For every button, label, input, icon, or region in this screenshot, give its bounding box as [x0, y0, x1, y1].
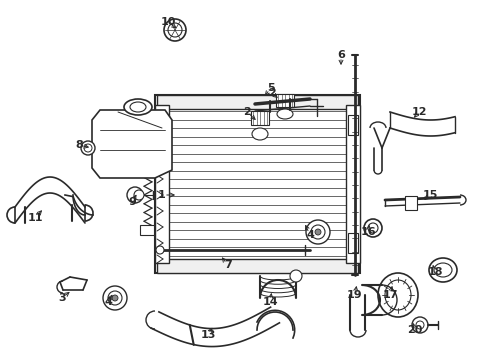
- Ellipse shape: [84, 144, 92, 152]
- Ellipse shape: [415, 321, 423, 329]
- Text: 16: 16: [360, 227, 375, 237]
- Bar: [140, 155, 154, 165]
- Ellipse shape: [276, 109, 292, 119]
- Text: 20: 20: [407, 325, 422, 335]
- Text: 7: 7: [224, 260, 231, 270]
- Ellipse shape: [310, 225, 325, 239]
- Text: 3: 3: [58, 293, 66, 303]
- Text: 2: 2: [267, 88, 275, 98]
- Text: 17: 17: [382, 290, 397, 300]
- Ellipse shape: [108, 291, 122, 305]
- Ellipse shape: [130, 102, 146, 112]
- Ellipse shape: [363, 219, 381, 237]
- Ellipse shape: [433, 263, 451, 277]
- Bar: [155, 95, 359, 273]
- Ellipse shape: [163, 19, 185, 41]
- Text: 6: 6: [336, 50, 344, 60]
- Text: 2: 2: [243, 107, 250, 117]
- Bar: [347, 233, 357, 253]
- Bar: [250, 111, 268, 125]
- Text: 18: 18: [427, 267, 442, 277]
- Bar: [157, 95, 357, 109]
- Text: 13: 13: [200, 330, 215, 340]
- Ellipse shape: [112, 295, 118, 301]
- Ellipse shape: [289, 270, 302, 282]
- Ellipse shape: [124, 99, 152, 115]
- Text: 19: 19: [346, 290, 362, 300]
- Text: 1: 1: [158, 190, 165, 200]
- Ellipse shape: [384, 280, 410, 310]
- Text: 4: 4: [305, 230, 313, 240]
- Ellipse shape: [367, 223, 377, 233]
- Text: 10: 10: [160, 17, 175, 27]
- Text: 11: 11: [27, 213, 42, 223]
- Bar: [157, 259, 357, 273]
- Text: 12: 12: [410, 107, 426, 117]
- Text: 4: 4: [104, 297, 112, 307]
- Ellipse shape: [103, 286, 127, 310]
- Bar: [346, 105, 359, 263]
- Bar: [155, 105, 169, 263]
- Bar: [404, 196, 416, 210]
- Ellipse shape: [428, 258, 456, 282]
- Text: 14: 14: [262, 297, 277, 307]
- Polygon shape: [92, 110, 172, 178]
- Ellipse shape: [156, 246, 163, 254]
- Ellipse shape: [314, 229, 320, 235]
- Ellipse shape: [127, 187, 142, 203]
- Bar: [347, 115, 357, 135]
- Ellipse shape: [81, 141, 95, 155]
- Ellipse shape: [411, 317, 427, 333]
- Text: 9: 9: [128, 197, 136, 207]
- Text: 5: 5: [266, 83, 274, 93]
- Text: 8: 8: [75, 140, 82, 150]
- Bar: [140, 225, 154, 235]
- Ellipse shape: [377, 273, 417, 317]
- Bar: [275, 94, 293, 107]
- Ellipse shape: [168, 23, 182, 37]
- Text: 15: 15: [422, 190, 437, 200]
- Ellipse shape: [251, 128, 267, 140]
- Ellipse shape: [305, 220, 329, 244]
- Ellipse shape: [134, 190, 143, 200]
